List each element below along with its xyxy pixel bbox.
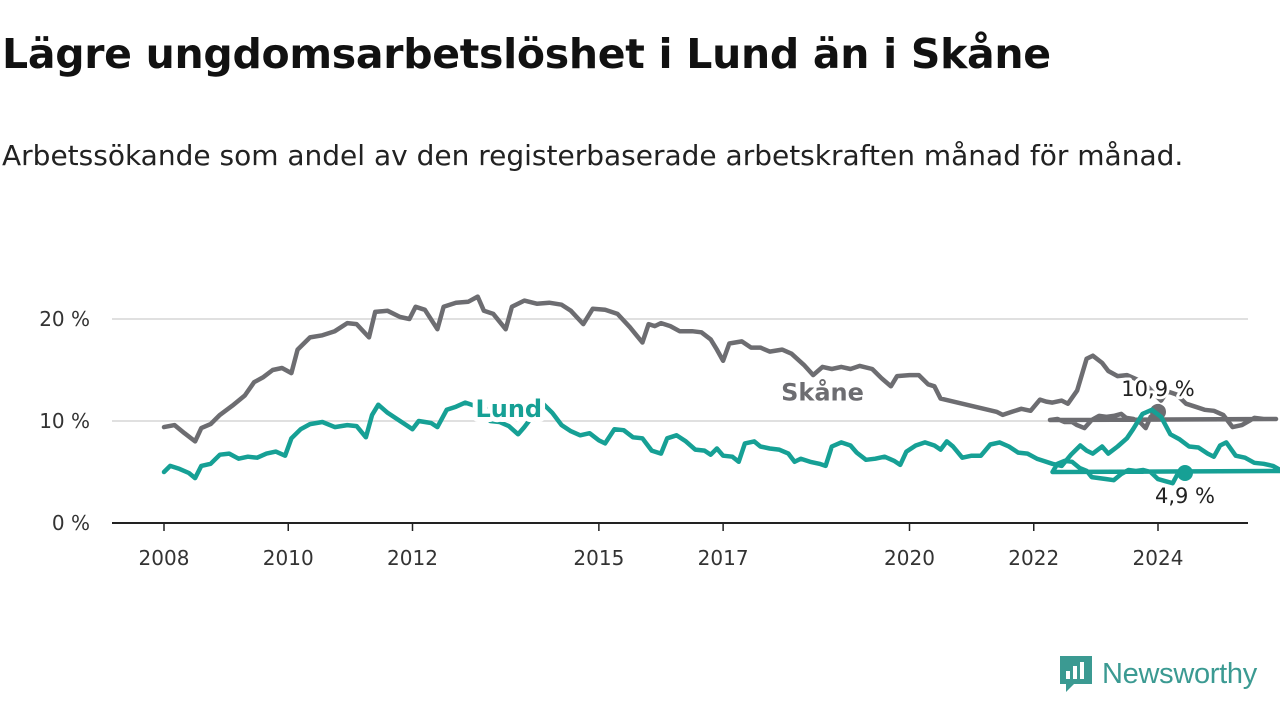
chart-subtitle: Arbetssökande som andel av den registerb… xyxy=(2,139,1184,172)
series-label: Skåne xyxy=(781,378,864,407)
line-chart: 0 % 10 % 20 % 2008 2010 2012 2015 2017 2020 2022… xyxy=(39,294,1280,570)
chart-title: Lägre ungdomsarbetslöshet i Lund än i Sk… xyxy=(2,30,1051,78)
series-label-halo: Skåne xyxy=(781,378,864,407)
x-tick-label: 2020 xyxy=(884,546,935,570)
series-line-lund xyxy=(161,400,1280,486)
end-value-halo: 4,9 % xyxy=(1155,484,1215,508)
series-end-point xyxy=(1176,465,1193,482)
newsworthy-logo[interactable]: Newsworthy xyxy=(1058,654,1257,694)
end-value-halo: 10,9 % xyxy=(1121,377,1194,401)
end-value-label: 4,9 % xyxy=(1155,484,1215,508)
series-lines xyxy=(161,294,1280,486)
x-tick-label: 2024 xyxy=(1133,546,1184,570)
x-axis: 2008 2010 2012 2015 2017 2020 2022 2024 xyxy=(112,522,1248,570)
x-tick-label: 2015 xyxy=(573,546,624,570)
y-tick-label: 0 % xyxy=(52,511,90,535)
series-label: Lund xyxy=(475,395,542,423)
y-tick-label: 20 % xyxy=(39,307,90,331)
y-tick-label: 10 % xyxy=(39,409,90,433)
x-tick-label: 2012 xyxy=(387,546,438,570)
x-tick-label: 2017 xyxy=(698,546,749,570)
series-label-halo: Lund xyxy=(475,395,542,423)
end-value-label: 10,9 % xyxy=(1121,377,1194,401)
x-tick-label: 2010 xyxy=(263,546,314,570)
newsworthy-logo-icon xyxy=(1060,656,1092,692)
x-tick-label: 2008 xyxy=(139,546,190,570)
series-line-skne xyxy=(161,294,1279,444)
x-tick-label: 2022 xyxy=(1008,546,1059,570)
y-axis-ticks: 0 % 10 % 20 % xyxy=(39,307,90,535)
brand-name: Newsworthy xyxy=(1102,657,1257,690)
